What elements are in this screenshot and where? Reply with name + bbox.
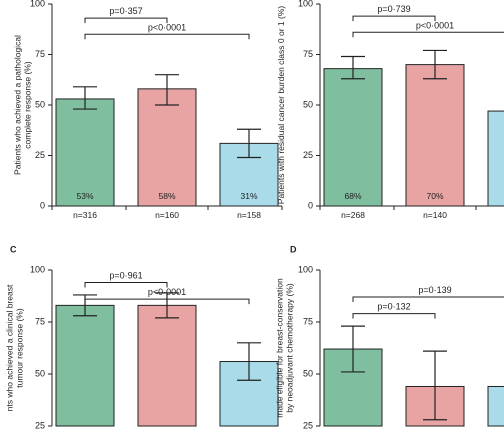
panel-label: D — [290, 244, 297, 254]
y-axis-label: nts who achieved a clinical breasttumour… — [4, 284, 24, 411]
y-axis-label: Patients with residual cancer burden cla… — [276, 6, 286, 205]
y-tick-label: 75 — [35, 316, 45, 326]
x-tick-label: n=316 — [73, 210, 97, 220]
data-label: 68% — [344, 191, 361, 201]
x-tick-label: n=140 — [423, 210, 447, 220]
bar — [487, 385, 504, 427]
y-axis-label-line: nts who achieved a clinical breast — [4, 284, 14, 411]
significance-bracket — [352, 15, 436, 22]
y-tick-label: 100 — [298, 0, 313, 8]
y-tick-label: 50 — [303, 99, 313, 109]
y-tick-label: 25 — [303, 150, 313, 160]
y-tick-label: 75 — [303, 49, 313, 59]
p-value-label: p=0·132 — [377, 302, 410, 312]
bar — [487, 110, 504, 207]
data-label: 70% — [426, 191, 443, 201]
chart-panel-0: 0 25 50 75 100 Patients who achieved a pathol… — [12, 0, 283, 220]
y-tick-label: 100 — [30, 264, 45, 274]
bar — [405, 64, 465, 207]
chart-panel-2: C 25 50 75 100 nts who achieved a clinical br… — [4, 244, 279, 430]
p-value-label: p<0·0001 — [148, 287, 186, 297]
y-tick-label: 25 — [35, 420, 45, 430]
y-tick-label: 100 — [298, 264, 313, 274]
y-tick-label: 75 — [35, 49, 45, 59]
y-axis-label: Patients who achieved a pathologicalcomp… — [12, 35, 32, 175]
y-tick-label: 50 — [35, 368, 45, 378]
bar — [55, 98, 115, 207]
p-value-label: p=0·139 — [418, 285, 451, 295]
y-axis-label-line: tumour response (%) — [15, 308, 25, 388]
significance-bracket — [352, 31, 504, 38]
y-tick-label: 25 — [35, 150, 45, 160]
y-axis-label-line: Patients who achieved a pathological — [12, 35, 22, 175]
p-value-label: p=0·961 — [109, 270, 142, 280]
p-value-label: p<0·0001 — [148, 22, 186, 32]
chart-panel-3: D 25 50 75 100 made eligible for breast-conse… — [274, 244, 504, 430]
y-tick-label: 50 — [35, 99, 45, 109]
bar — [323, 68, 383, 207]
y-tick-label: 75 — [303, 316, 313, 326]
y-axis-label-line: Patients with residual cancer burden cla… — [276, 6, 286, 205]
y-tick-label: 25 — [303, 420, 313, 430]
significance-bracket — [84, 298, 250, 305]
significance-bracket — [352, 296, 504, 303]
y-axis-label: made eligible for breast-conservationby … — [274, 278, 294, 418]
p-value-label: p=0·739 — [377, 4, 410, 14]
y-axis-label-line: made eligible for breast-conservation — [274, 278, 284, 418]
significance-bracket — [352, 313, 436, 319]
bar — [55, 304, 115, 427]
y-axis-label-line: by neoadjuvant chemotherapy (%) — [285, 283, 295, 413]
significance-bracket — [84, 33, 250, 40]
y-tick-label: 100 — [30, 0, 45, 8]
y-tick-label: 50 — [303, 368, 313, 378]
significance-bracket — [84, 281, 168, 288]
x-tick-label: n=268 — [341, 210, 365, 220]
p-value-label: p<0·0001 — [416, 20, 454, 30]
bar — [137, 304, 197, 427]
p-value-label: p=0·357 — [109, 6, 142, 16]
data-label: 53% — [76, 191, 93, 201]
panel-label: C — [10, 244, 17, 254]
x-tick-label: n=160 — [155, 210, 179, 220]
y-tick-label: 0 — [308, 200, 313, 210]
x-tick-label: n=158 — [237, 210, 261, 220]
significance-bracket — [84, 17, 168, 24]
y-tick-label: 0 — [40, 200, 45, 210]
data-label: 58% — [158, 191, 175, 201]
bar — [137, 88, 197, 207]
chart-panel-1: 0 25 50 75 100 Patients with residual cancer … — [276, 0, 504, 220]
data-label: 31% — [240, 191, 257, 201]
y-axis-label-line: complete response (%) — [23, 61, 33, 149]
